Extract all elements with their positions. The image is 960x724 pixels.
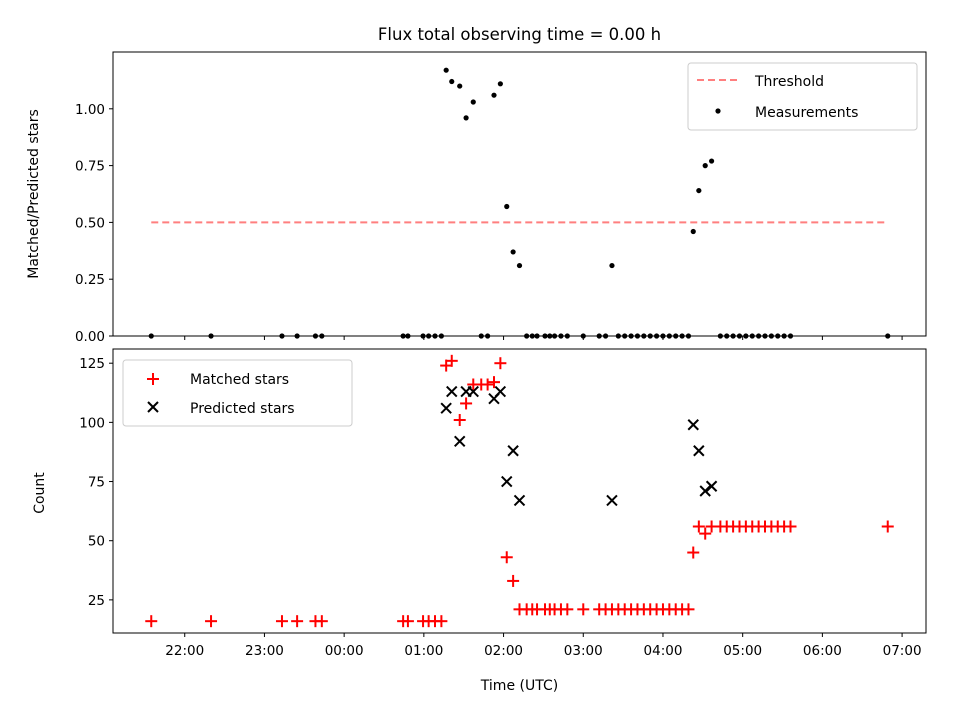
- top-legend-frame: [687, 62, 918, 131]
- matched-star-point: [460, 397, 473, 410]
- measurement-point: [708, 158, 715, 164]
- bottom-legend-frame: [122, 359, 353, 427]
- measurement-point: [463, 115, 469, 121]
- x-tick-label: 23:00: [245, 643, 284, 659]
- bottom-legend: Matched stars Predicted stars: [122, 359, 353, 427]
- bottom-marks-layer: [145, 354, 894, 628]
- predicted-star-point: [494, 385, 507, 398]
- x-tick-label: 03:00: [564, 643, 603, 659]
- matched-star-point: [453, 414, 466, 426]
- top-y-tick-label: 0.50: [75, 215, 105, 231]
- predicted-star-point: [501, 475, 513, 488]
- legend-threshold-label: Threshold: [754, 74, 824, 90]
- measurement-point: [516, 262, 523, 269]
- top-y-tick-label: 0.75: [75, 159, 105, 175]
- measurement-point: [696, 187, 702, 194]
- legend-matched-swatch: [147, 373, 159, 385]
- measurement-point: [443, 67, 449, 73]
- matched-star-point: [692, 520, 705, 533]
- top-y-tick-label: 1.00: [75, 102, 105, 118]
- bottom-y-tick-label: 50: [88, 534, 105, 550]
- matched-star-point: [487, 376, 500, 389]
- x-tick-label: 07:00: [883, 643, 922, 659]
- matched-star-point: [291, 615, 304, 628]
- predicted-star-point: [606, 494, 618, 507]
- top-y-tick-label: 0.25: [75, 272, 105, 288]
- measurement-point: [497, 81, 503, 87]
- top-y-ticks: 0.00 0.25 0.50 0.75 1.00: [75, 102, 113, 345]
- matched-star-point: [577, 603, 590, 616]
- bottom-axes-frame: [112, 348, 927, 634]
- predicted-star-point: [454, 435, 466, 448]
- legend-predicted-label: Predicted stars: [190, 401, 295, 417]
- x-axis-label: Time (UTC): [480, 678, 558, 694]
- top-y-tick-label: 0.00: [75, 329, 105, 345]
- top-x-ticks: [184, 336, 903, 340]
- measurement-point: [491, 92, 497, 98]
- bottom-y-tick-label: 25: [88, 593, 105, 609]
- matched-star-point: [881, 520, 894, 533]
- x-tick-label: 04:00: [644, 643, 683, 659]
- matched-star-point: [445, 354, 458, 367]
- bottom-y-tick-label: 100: [79, 415, 105, 431]
- x-tick-label: 05:00: [723, 643, 762, 659]
- predicted-star-point: [467, 385, 479, 398]
- matched-star-point: [699, 527, 712, 540]
- measurement-point: [702, 163, 708, 169]
- matched-star-point: [784, 520, 797, 533]
- matched-star-point: [500, 551, 513, 564]
- top-legend: Threshold Measurements: [687, 62, 918, 131]
- matched-star-point: [435, 615, 448, 628]
- matched-star-point: [275, 615, 288, 628]
- x-tick-label: 06:00: [803, 643, 842, 659]
- predicted-star-point: [513, 494, 526, 507]
- measurement-point: [609, 262, 615, 269]
- matched-star-point: [315, 615, 328, 628]
- bottom-x-ticks: 22:00 23:00 00:00 01:00 02:00 03:00 04:00 05:00…: [165, 633, 922, 659]
- predicted-star-point: [446, 385, 458, 398]
- matched-star-point: [481, 378, 494, 391]
- top-chart-title: Flux total observing time = 0.00 h: [378, 25, 661, 44]
- bottom-chart-panel: 25 50 75 100 125 22:00 23:00 00:00 01:00 02:00 03…: [32, 348, 927, 694]
- matched-star-point: [145, 615, 158, 628]
- predicted-star-point: [705, 480, 718, 492]
- matched-star-point: [205, 615, 218, 628]
- x-tick-label: 00:00: [325, 643, 364, 659]
- x-tick-label: 02:00: [484, 643, 523, 659]
- top-chart-panel: 0.00 0.25 0.50 0.75 1.00 Matched/Predicted s…: [26, 51, 927, 345]
- measurement-point: [449, 78, 455, 85]
- top-axes-frame: [112, 51, 927, 337]
- bottom-y-tick-label: 75: [88, 475, 105, 491]
- matched-star-point: [682, 603, 695, 616]
- legend-predicted-swatch: [147, 401, 159, 413]
- predicted-star-point: [507, 445, 519, 457]
- measurement-point: [504, 203, 510, 210]
- predicted-star-point: [687, 419, 699, 431]
- measurement-point: [457, 83, 463, 89]
- matched-star-point: [494, 357, 507, 370]
- measurement-point: [510, 249, 516, 255]
- bottom-y-tick-label: 125: [79, 356, 105, 372]
- predicted-star-point: [693, 445, 705, 457]
- legend-measurements-label: Measurements: [755, 105, 858, 121]
- x-tick-label: 22:00: [165, 643, 204, 659]
- bottom-y-ticks: 25 50 75 100 125: [79, 356, 113, 609]
- matched-star-point: [687, 546, 700, 559]
- matched-star-point: [507, 574, 520, 587]
- predicted-star-point: [440, 402, 452, 414]
- legend-measurements-swatch: [715, 108, 721, 114]
- legend-matched-label: Matched stars: [190, 372, 289, 388]
- top-y-axis-label: Matched/Predicted stars: [26, 109, 42, 279]
- measurement-point: [470, 99, 476, 105]
- matched-star-point: [401, 615, 414, 628]
- measurement-point: [690, 228, 696, 235]
- x-tick-label: 01:00: [404, 643, 443, 659]
- bottom-y-axis-label: Count: [32, 472, 48, 514]
- predicted-star-point: [699, 485, 711, 497]
- matched-star-point: [561, 603, 574, 616]
